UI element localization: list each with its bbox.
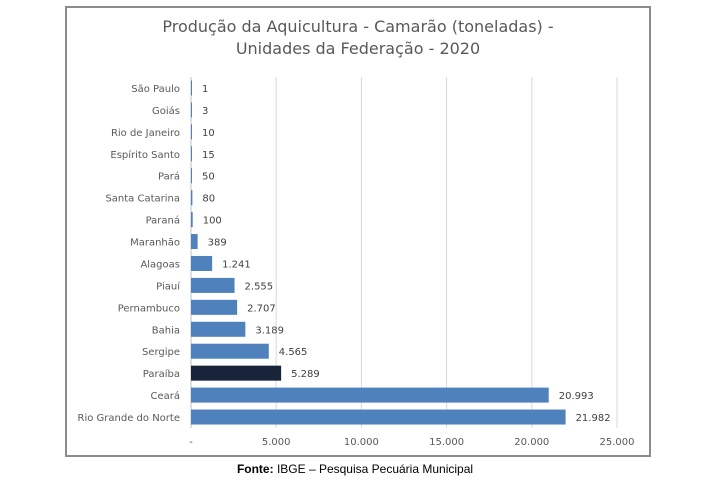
x-tick-label: - [189,437,193,448]
value-label: 1 [202,84,208,95]
category-label: Ceará [150,390,180,402]
bar [191,343,269,359]
chart-title-line-2: Unidades da Federação - 2020 [235,39,481,58]
x-axis-ticks: - 5.000 10.000 15.000 20.000 25.000 [189,437,634,448]
bar [191,102,192,118]
bar [191,255,213,271]
x-tick-label: 20.000 [514,437,549,448]
category-label: Pará [158,171,180,183]
value-label: 2.555 [245,281,274,292]
bar [191,277,235,293]
value-label: 4.565 [279,347,308,358]
category-label: Santa Catarina [105,194,180,205]
chart-title-line-1: Produção da Aquicultura - Camarão (tonel… [162,17,554,36]
value-label: 21.982 [576,413,611,424]
bars [191,80,566,425]
bar [191,234,198,250]
value-labels: 1 3 10 15 50 80 100 389 1.241 2.555 2.707 3.189 4.56… [202,84,611,424]
x-tick-label: 15.000 [429,437,464,448]
value-label: 15 [202,150,215,161]
value-label: 20.993 [559,391,594,402]
value-label: 3.189 [255,325,284,336]
value-label: 50 [202,172,215,183]
chart-frame [65,6,651,457]
category-label: Sergipe [142,347,180,358]
category-label: São Paulo [131,84,180,95]
bar [191,409,566,425]
x-tick-label: 5.000 [262,437,291,448]
category-label: Piauí [156,280,181,292]
source-text: IBGE – Pesquisa Pecuária Municipal [276,462,474,476]
category-label: Paraná [146,215,180,227]
value-label: 5.289 [291,369,320,380]
bar [191,168,192,184]
bar [191,387,549,403]
category-labels: São Paulo Goiás Rio de Janeiro Espírito San… [78,84,182,424]
bar [191,299,238,315]
bar [191,190,193,206]
bar [191,146,192,162]
value-label: 1.241 [222,259,251,270]
bar [191,212,193,228]
bar [191,365,282,381]
bar [191,124,192,140]
category-label: Rio de Janeiro [111,128,180,139]
chart-title: Produção da Aquicultura - Camarão (tonel… [65,16,651,60]
x-tick-label: 10.000 [344,437,379,448]
value-label: 3 [202,106,208,117]
category-label: Maranhão [130,238,180,249]
category-label: Espírito Santo [110,149,180,161]
category-label: Alagoas [140,259,180,270]
category-label: Bahia [152,325,180,336]
category-label: Goiás [152,105,180,117]
value-label: 389 [208,238,227,249]
value-label: 2.707 [247,303,276,314]
category-label: Paraíba [143,368,180,380]
bar [191,321,246,337]
bar [191,80,192,96]
category-label: Pernambuco [118,303,180,314]
value-label: 80 [202,194,215,205]
source-note: Fonte: IBGE – Pesquisa Pecuária Municipa… [0,462,710,476]
value-label: 10 [202,128,215,139]
x-tick-label: 25.000 [600,437,635,448]
category-label: Rio Grande do Norte [78,413,180,424]
value-label: 100 [203,216,222,227]
source-label: Fonte: [236,462,274,476]
